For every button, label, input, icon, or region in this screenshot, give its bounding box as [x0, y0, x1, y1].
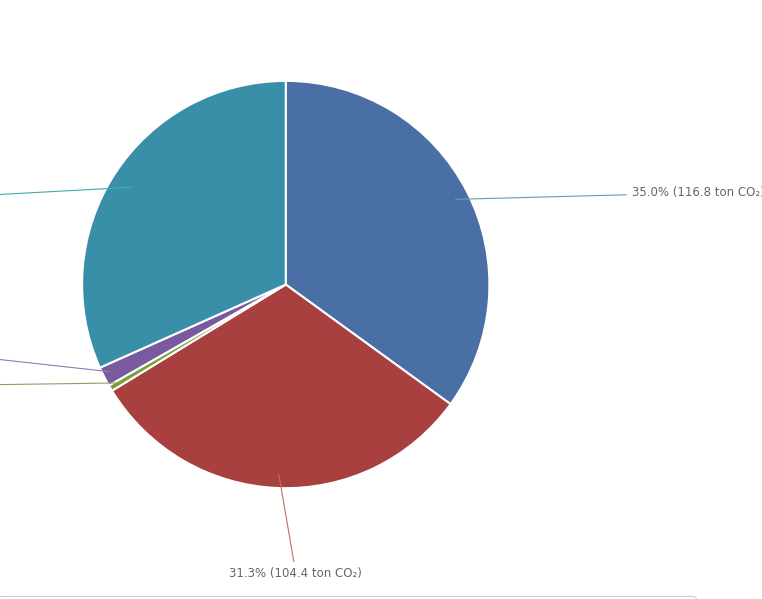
Wedge shape	[112, 285, 450, 488]
Text: 31.7% (105.8 ton CO₂): 31.7% (105.8 ton CO₂)	[0, 187, 133, 210]
Wedge shape	[82, 81, 286, 368]
Text: 35.0% (116.8 ton CO₂): 35.0% (116.8 ton CO₂)	[456, 186, 762, 199]
Wedge shape	[109, 285, 286, 391]
Text: 0.5% (1.6 ton CO₂): 0.5% (1.6 ton CO₂)	[0, 380, 117, 393]
Text: 31.3% (104.4 ton CO₂): 31.3% (104.4 ton CO₂)	[229, 474, 363, 580]
Wedge shape	[286, 81, 489, 404]
Wedge shape	[100, 285, 286, 386]
Text: 1.6% (5.2 ton CO₂): 1.6% (5.2 ton CO₂)	[0, 339, 110, 372]
